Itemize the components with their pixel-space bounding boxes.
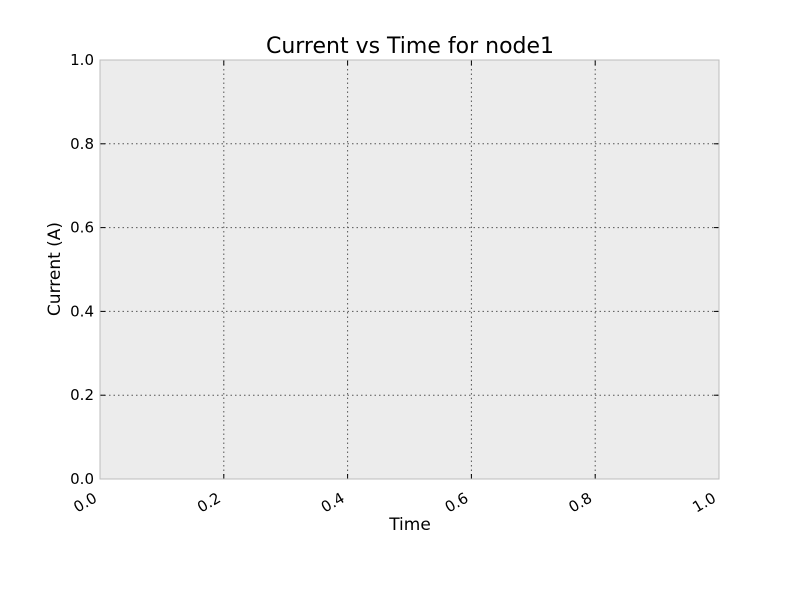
- y-axis-label: Current (A): [45, 222, 65, 316]
- y-tick-label: 0.0: [70, 470, 94, 488]
- y-tick-label: 1.0: [70, 51, 94, 69]
- chart-title: Current vs Time for node1: [266, 34, 554, 59]
- y-tick-label: 0.6: [70, 219, 94, 237]
- y-tick-label: 0.2: [70, 386, 94, 404]
- y-tick-label: 0.4: [70, 302, 94, 320]
- plot-frame: [99, 59, 720, 480]
- plot-area: [100, 60, 719, 479]
- y-tick-label: 0.8: [70, 135, 94, 153]
- x-axis-label: Time: [388, 515, 431, 535]
